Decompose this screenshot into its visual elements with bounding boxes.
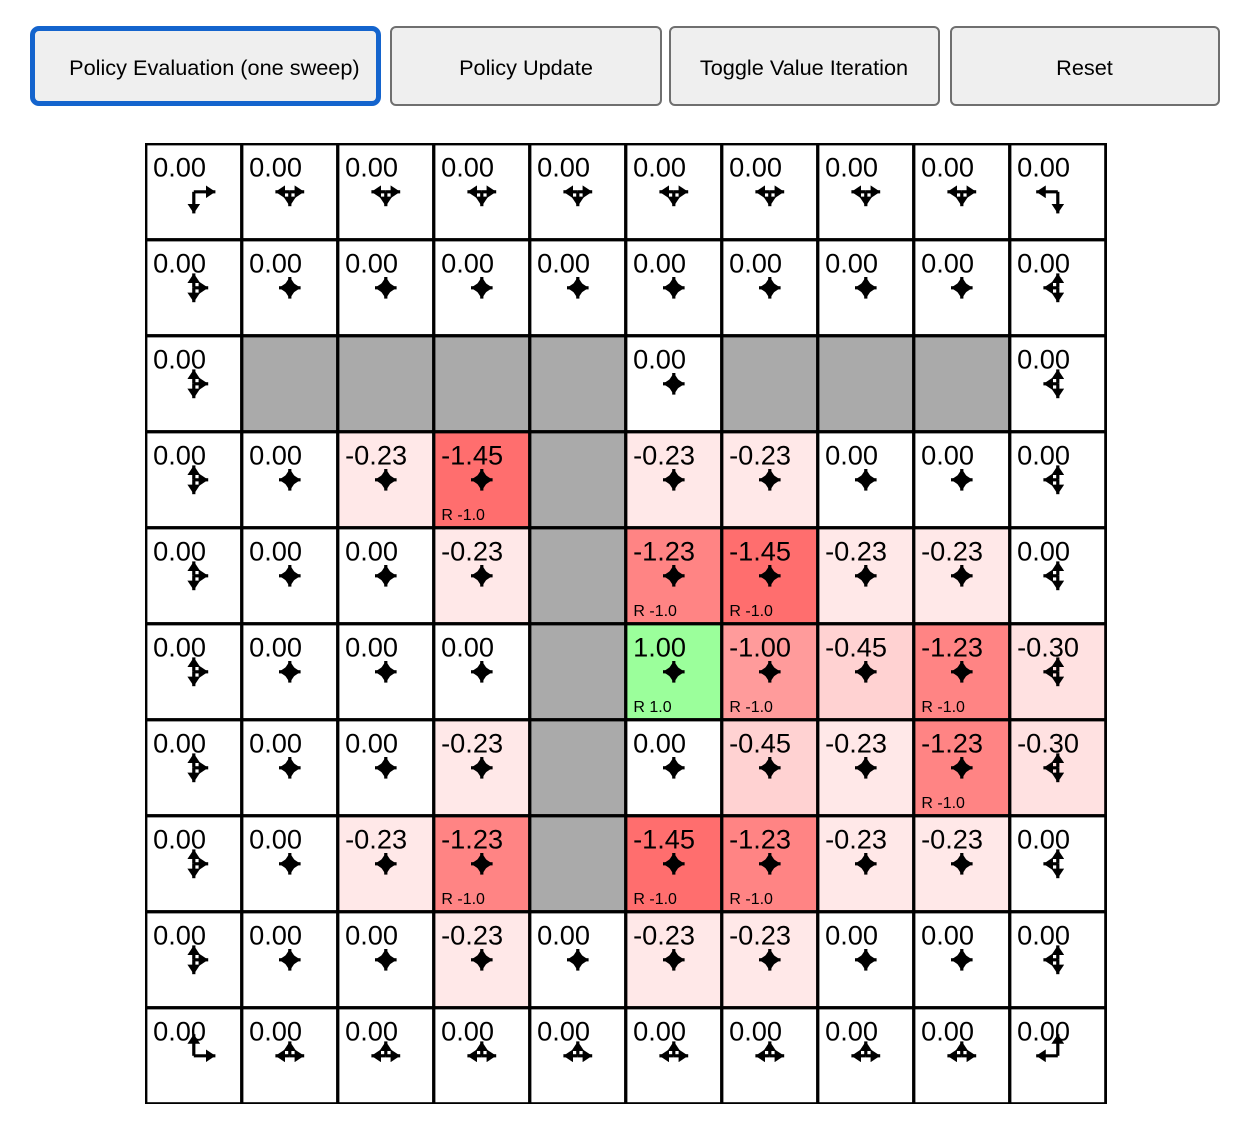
svg-text:-0.23: -0.23 — [825, 823, 887, 854]
svg-text:0.00: 0.00 — [441, 1015, 494, 1046]
svg-text:-0.30: -0.30 — [1017, 631, 1079, 662]
svg-text:1.00: 1.00 — [633, 631, 686, 662]
svg-text:0.00: 0.00 — [249, 1015, 302, 1046]
svg-text:0.00: 0.00 — [729, 151, 782, 182]
svg-text:0.00: 0.00 — [633, 247, 686, 278]
svg-text:-0.23: -0.23 — [921, 823, 983, 854]
svg-text:-1.23: -1.23 — [921, 727, 983, 758]
svg-text:0.00: 0.00 — [345, 631, 398, 662]
svg-text:0.00: 0.00 — [537, 919, 590, 950]
svg-text:-1.45: -1.45 — [441, 439, 503, 470]
svg-text:-0.23: -0.23 — [921, 535, 983, 566]
svg-text:R -1.0: R -1.0 — [441, 506, 485, 523]
svg-text:0.00: 0.00 — [249, 631, 302, 662]
svg-text:-1.00: -1.00 — [729, 631, 791, 662]
svg-text:0.00: 0.00 — [537, 1015, 590, 1046]
svg-text:0.00: 0.00 — [1017, 823, 1070, 854]
svg-text:R -1.0: R -1.0 — [921, 794, 965, 811]
svg-text:-0.23: -0.23 — [441, 727, 503, 758]
svg-text:0.00: 0.00 — [921, 151, 974, 182]
svg-text:-0.23: -0.23 — [729, 439, 791, 470]
svg-text:R -1.0: R -1.0 — [921, 698, 965, 715]
svg-text:0.00: 0.00 — [633, 1015, 686, 1046]
svg-text:-1.45: -1.45 — [633, 823, 695, 854]
svg-text:0.00: 0.00 — [825, 919, 878, 950]
svg-text:0.00: 0.00 — [345, 1015, 398, 1046]
svg-text:0.00: 0.00 — [249, 535, 302, 566]
svg-text:-1.45: -1.45 — [729, 535, 791, 566]
svg-text:0.00: 0.00 — [825, 247, 878, 278]
svg-text:-0.23: -0.23 — [633, 439, 695, 470]
svg-text:0.00: 0.00 — [729, 247, 782, 278]
svg-text:0.00: 0.00 — [153, 727, 206, 758]
svg-text:0.00: 0.00 — [825, 439, 878, 470]
svg-text:0.00: 0.00 — [1017, 535, 1070, 566]
svg-text:0.00: 0.00 — [249, 247, 302, 278]
svg-text:0.00: 0.00 — [249, 823, 302, 854]
svg-text:0.00: 0.00 — [153, 919, 206, 950]
svg-text:0.00: 0.00 — [249, 727, 302, 758]
svg-text:R -1.0: R -1.0 — [729, 890, 773, 907]
svg-text:0.00: 0.00 — [441, 151, 494, 182]
svg-text:-1.23: -1.23 — [729, 823, 791, 854]
svg-text:0.00: 0.00 — [153, 439, 206, 470]
svg-text:0.00: 0.00 — [345, 151, 398, 182]
svg-text:-0.23: -0.23 — [825, 535, 887, 566]
svg-text:0.00: 0.00 — [729, 1015, 782, 1046]
svg-text:0.00: 0.00 — [249, 151, 302, 182]
svg-text:0.00: 0.00 — [537, 247, 590, 278]
svg-text:0.00: 0.00 — [153, 535, 206, 566]
svg-text:-0.23: -0.23 — [441, 919, 503, 950]
svg-text:0.00: 0.00 — [345, 919, 398, 950]
svg-text:0.00: 0.00 — [1017, 151, 1070, 182]
svg-text:0.00: 0.00 — [249, 439, 302, 470]
svg-text:0.00: 0.00 — [1017, 919, 1070, 950]
svg-text:0.00: 0.00 — [441, 631, 494, 662]
svg-text:0.00: 0.00 — [825, 1015, 878, 1046]
svg-text:0.00: 0.00 — [153, 247, 206, 278]
svg-text:0.00: 0.00 — [633, 343, 686, 374]
svg-text:0.00: 0.00 — [1017, 247, 1070, 278]
svg-text:0.00: 0.00 — [921, 439, 974, 470]
svg-text:0.00: 0.00 — [153, 631, 206, 662]
svg-text:0.00: 0.00 — [345, 247, 398, 278]
svg-text:R -1.0: R -1.0 — [633, 890, 677, 907]
svg-text:0.00: 0.00 — [153, 151, 206, 182]
svg-text:0.00: 0.00 — [921, 247, 974, 278]
svg-text:-1.23: -1.23 — [633, 535, 695, 566]
svg-text:0.00: 0.00 — [153, 823, 206, 854]
svg-text:0.00: 0.00 — [441, 247, 494, 278]
svg-text:-1.23: -1.23 — [441, 823, 503, 854]
svg-text:0.00: 0.00 — [345, 727, 398, 758]
svg-text:0.00: 0.00 — [825, 151, 878, 182]
svg-text:R -1.0: R -1.0 — [729, 698, 773, 715]
svg-text:-0.45: -0.45 — [825, 631, 887, 662]
svg-text:0.00: 0.00 — [1017, 343, 1070, 374]
svg-text:-0.23: -0.23 — [825, 727, 887, 758]
svg-text:0.00: 0.00 — [153, 343, 206, 374]
svg-text:0.00: 0.00 — [1017, 1015, 1070, 1046]
svg-text:0.00: 0.00 — [921, 919, 974, 950]
svg-text:-0.23: -0.23 — [729, 919, 791, 950]
svg-text:R 1.0: R 1.0 — [633, 698, 671, 715]
svg-text:0.00: 0.00 — [537, 151, 590, 182]
svg-text:-0.23: -0.23 — [345, 439, 407, 470]
svg-text:0.00: 0.00 — [633, 151, 686, 182]
svg-text:0.00: 0.00 — [153, 1015, 206, 1046]
svg-text:R -1.0: R -1.0 — [729, 602, 773, 619]
svg-text:-0.23: -0.23 — [633, 919, 695, 950]
svg-text:0.00: 0.00 — [921, 1015, 974, 1046]
svg-text:0.00: 0.00 — [249, 919, 302, 950]
svg-text:-0.23: -0.23 — [345, 823, 407, 854]
svg-text:-0.23: -0.23 — [441, 535, 503, 566]
svg-text:-1.23: -1.23 — [921, 631, 983, 662]
svg-text:0.00: 0.00 — [633, 727, 686, 758]
svg-text:R -1.0: R -1.0 — [633, 602, 677, 619]
svg-text:R -1.0: R -1.0 — [441, 890, 485, 907]
svg-text:0.00: 0.00 — [1017, 439, 1070, 470]
svg-text:-0.45: -0.45 — [729, 727, 791, 758]
svg-text:0.00: 0.00 — [345, 535, 398, 566]
svg-text:-0.30: -0.30 — [1017, 727, 1079, 758]
